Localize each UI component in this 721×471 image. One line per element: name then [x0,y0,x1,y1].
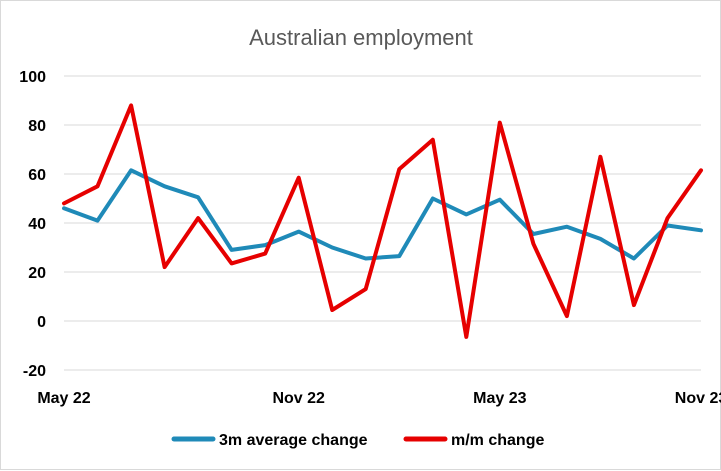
series-lines [62,103,703,339]
x-tick-label: May 22 [37,390,90,407]
chart-title: Australian employment [249,25,473,50]
legend: 3m average change m/m change [171,432,544,449]
y-axis-ticks: 100 80 60 40 20 0 -20 [19,69,46,380]
y-tick-label: 60 [28,167,46,184]
y-tick-label: 40 [28,216,46,233]
series-line-3m-average [62,168,703,261]
y-tick-label: -20 [23,363,46,380]
legend-label-3m-average: 3m average change [219,432,368,449]
y-tick-label: 80 [28,118,46,135]
x-tick-label: May 23 [473,390,526,407]
y-tick-label: 0 [37,314,46,331]
x-axis-ticks: May 22 Nov 22 May 23 Nov 23 [37,390,721,407]
x-tick-label: Nov 23 [675,390,721,407]
gridlines [64,75,701,371]
series-line-mm-change [62,103,703,339]
y-tick-label: 20 [28,265,46,282]
legend-label-mm-change: m/m change [451,432,544,449]
y-tick-label: 100 [19,69,46,86]
x-tick-label: Nov 22 [272,390,325,407]
